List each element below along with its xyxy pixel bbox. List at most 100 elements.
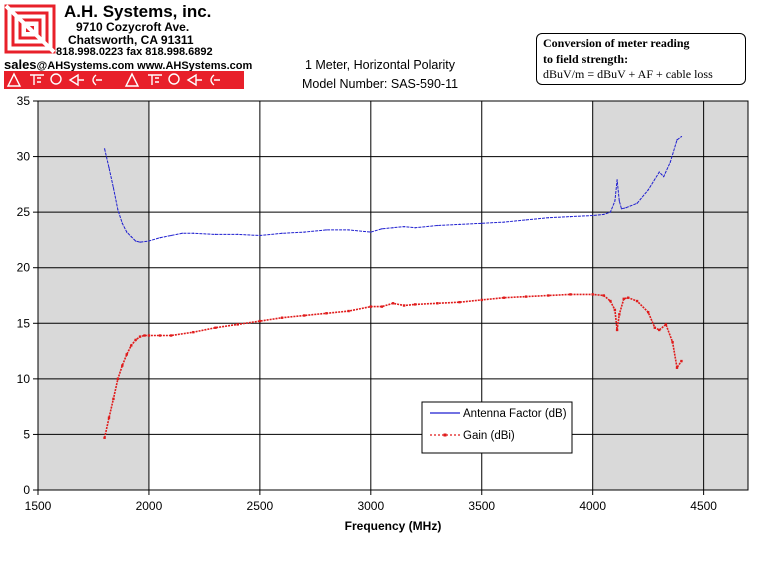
series-0-point-35 (609, 211, 612, 213)
series-0-point-33 (592, 214, 594, 217)
series-0-point-47 (680, 135, 683, 138)
y-tick-label-4: 20 (17, 261, 31, 275)
series-1-point-24 (402, 304, 406, 307)
series-1-point-1 (107, 416, 111, 419)
plot-frame (37, 100, 749, 491)
series-0-point-21 (370, 231, 372, 233)
chart-titles: 1 Meter, Horizontal Polarity Model Numbe… (260, 56, 500, 94)
conversion-note-box: Conversion of meter reading to field str… (536, 33, 746, 85)
address-line-2: Chatsworth, CA 91311 (68, 33, 194, 47)
series-1-point-46 (671, 340, 674, 344)
x-tick-label-6: 4500 (690, 499, 717, 513)
series-1-point-38 (618, 313, 621, 316)
x-tick-label-2: 2500 (247, 499, 274, 513)
series-0-point-2 (112, 187, 115, 189)
series-0-point-15 (237, 233, 239, 235)
series-0-point-25 (414, 227, 416, 229)
conversion-note-line-3: dBuV/m = dBuV + AF + cable loss (543, 67, 713, 81)
series-0-point-39 (620, 208, 623, 210)
legend-marker-1 (443, 433, 447, 437)
series-1-point-32 (569, 293, 572, 296)
series-1-point-11 (158, 334, 162, 337)
dish-antenna-icon-2 (210, 74, 220, 86)
series-1-point-26 (436, 302, 439, 305)
series-1-point-16 (258, 319, 262, 323)
chart-subtitle: Model Number: SAS-590-11 (301, 77, 459, 91)
series-0-point-7 (135, 240, 137, 242)
series-1-point-10 (147, 334, 151, 337)
y-tick-label-6: 30 (17, 150, 31, 164)
series-0-point-9 (148, 240, 150, 242)
x-tick-label-1: 2000 (136, 499, 163, 513)
series-1-point-15 (236, 323, 239, 326)
shaded-region-0 (38, 101, 149, 490)
series-1-point-5 (125, 353, 128, 356)
x-tick-label-3: 3000 (357, 499, 384, 513)
series-0-point-32 (569, 215, 572, 218)
series-0-point-20 (348, 229, 350, 231)
phone-line: 818.998.0223 fax 818.998.6892 (56, 46, 213, 58)
series-1-point-29 (502, 296, 506, 299)
series-1-point-48 (680, 359, 683, 363)
series-0-point-37 (616, 179, 618, 181)
chart-title: 1 Meter, Horizontal Polarity (304, 58, 456, 72)
series-1-point-33 (591, 293, 594, 296)
axis-ticks: 1500 2000 2500 3000 3500 4000 4500 0 5 10 15 20 25 30… (17, 94, 718, 513)
series-1-point-43 (653, 326, 657, 329)
series-1-point-20 (347, 309, 350, 313)
company-logo-icon (4, 4, 56, 54)
conversion-note-line-1: Conversion of meter reading (543, 36, 690, 50)
series-1-point-13 (192, 330, 195, 334)
log-periodic-icon (30, 74, 44, 85)
series-0-point-22 (381, 228, 383, 230)
series-layer (103, 135, 683, 439)
series-line-0 (104, 136, 682, 243)
series-0-point-4 (121, 222, 123, 224)
series-1-point-31 (547, 294, 550, 297)
series-1-point-19 (325, 312, 328, 315)
tree-antenna-icon (6, 72, 22, 87)
series-1-point-35 (609, 299, 612, 303)
company-name: A.H. Systems, inc. (64, 2, 212, 21)
company-logo-block: A.H. Systems, inc. 9710 Cozycroft Ave. C… (2, 2, 252, 90)
series-0-point-24 (403, 225, 405, 228)
log-periodic-icon-2 (148, 74, 162, 85)
series-1-point-27 (458, 300, 461, 304)
contact-line: sales@AHSystems.com www.AHSystems.com (4, 57, 252, 72)
series-1-point-6 (129, 344, 133, 347)
series-1-point-17 (280, 316, 284, 319)
series-0-point-31 (547, 217, 549, 219)
series-1-point-9 (143, 334, 146, 337)
legend-box (421, 401, 573, 454)
series-1-point-21 (369, 305, 373, 308)
series-0-point-38 (618, 200, 620, 202)
series-0-point-6 (130, 235, 132, 238)
series-1-point-34 (602, 294, 605, 297)
series-1-point-22 (380, 305, 384, 308)
series-0-point-19 (325, 229, 328, 231)
series-0-point-42 (647, 189, 649, 191)
shaded-region-1 (592, 101, 748, 490)
series-1-point-12 (169, 334, 173, 337)
email-prefix: sales (4, 57, 37, 72)
series-0-point-45 (669, 161, 671, 163)
series-1-point-7 (134, 338, 137, 342)
conversion-note-line-2: to field strength: (543, 51, 629, 66)
series-1-point-18 (303, 314, 306, 317)
series-0-point-34 (603, 213, 605, 215)
x-tick-label-4: 3500 (468, 499, 495, 513)
legend-label-1: Gain (dBi) (463, 430, 515, 442)
series-0-point-8 (139, 241, 141, 243)
loop-antenna-icon (50, 73, 62, 85)
y-tick-label-3: 15 (17, 316, 31, 330)
series-0-point-41 (636, 202, 638, 204)
chart-legend: Antenna Factor (dB) Gain (dBi) (421, 401, 573, 454)
loop-antenna-icon-2 (168, 73, 180, 85)
series-1-point-44 (658, 328, 661, 332)
series-0-point-18 (303, 231, 305, 233)
series-0-point-17 (281, 232, 283, 234)
series-1-point-25 (413, 303, 417, 306)
series-0-point-5 (126, 231, 128, 233)
series-0-point-44 (663, 175, 665, 178)
